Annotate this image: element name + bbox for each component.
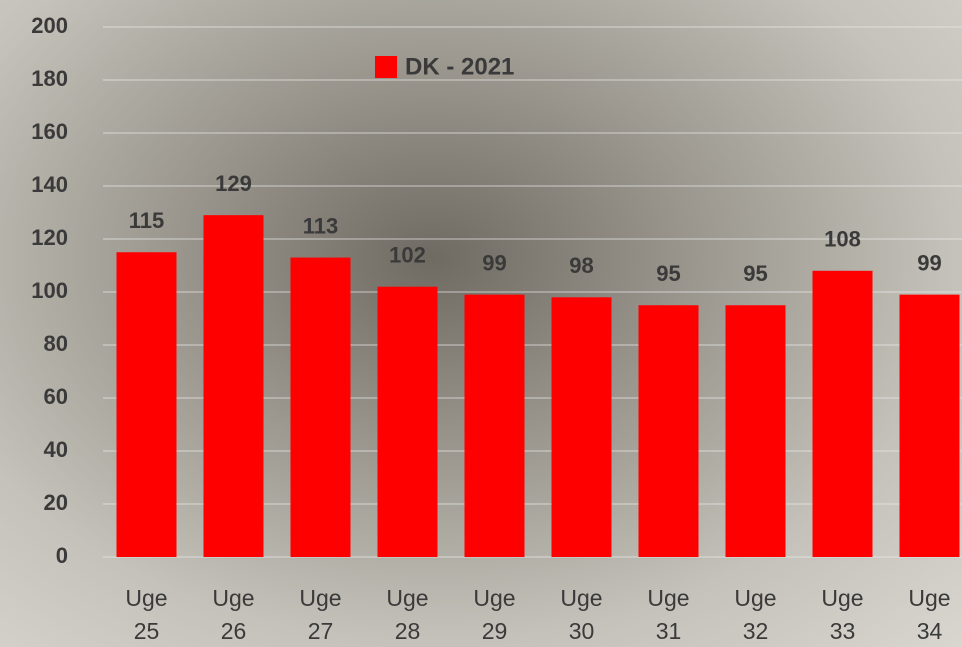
x-tick-label: Uge 28 xyxy=(378,582,438,647)
y-tick-label: 180 xyxy=(31,66,68,91)
y-tick-label: 0 xyxy=(56,543,68,568)
y-tick-label: 100 xyxy=(31,278,68,303)
bar xyxy=(378,287,438,557)
x-tick-label: Uge 33 xyxy=(813,582,873,647)
bar xyxy=(552,297,612,557)
data-label: 108 xyxy=(824,227,861,252)
legend-label: DK - 2021 xyxy=(405,53,514,80)
x-tick-label: Uge 32 xyxy=(726,582,786,647)
x-tick-label: Uge 31 xyxy=(639,582,699,647)
bar xyxy=(726,305,786,557)
x-tick-label: Uge 34 xyxy=(900,582,960,647)
bar xyxy=(204,215,264,557)
y-tick-label: 60 xyxy=(44,384,68,409)
x-tick-label: Uge 30 xyxy=(552,582,612,647)
data-label: 113 xyxy=(303,213,339,238)
chart: 0 20 40 60 80 100 120 140 160 180 200 115 129 113 102 9… xyxy=(0,0,962,647)
y-tick-label: 20 xyxy=(44,490,68,515)
bar xyxy=(813,271,873,557)
x-tick-label: Uge 26 xyxy=(204,582,264,647)
bar xyxy=(117,252,177,557)
data-label: 95 xyxy=(743,261,767,286)
data-label: 99 xyxy=(917,250,941,275)
y-tick-label: 40 xyxy=(44,437,68,462)
y-tick-label: 200 xyxy=(31,13,68,38)
y-tick-label: 140 xyxy=(31,172,68,197)
chart-area: 0 20 40 60 80 100 120 140 160 180 200 115 129 113 102 9… xyxy=(0,0,962,647)
data-label: 102 xyxy=(389,243,426,268)
data-label: 99 xyxy=(482,250,506,275)
data-label: 115 xyxy=(129,208,165,233)
bar xyxy=(291,258,351,557)
data-label: 95 xyxy=(656,261,680,286)
x-tick-label: Uge 27 xyxy=(291,582,351,647)
bar xyxy=(639,305,699,557)
x-tick-label: Uge 29 xyxy=(465,582,525,647)
bar xyxy=(465,295,525,557)
y-tick-label: 160 xyxy=(31,119,68,144)
x-tick-label: Uge 25 xyxy=(117,582,177,647)
legend-swatch xyxy=(375,56,397,78)
y-tick-label: 120 xyxy=(31,225,68,250)
data-label: 98 xyxy=(569,253,593,278)
bar xyxy=(900,295,960,557)
y-tick-label: 80 xyxy=(44,331,68,356)
data-label: 129 xyxy=(215,171,252,196)
